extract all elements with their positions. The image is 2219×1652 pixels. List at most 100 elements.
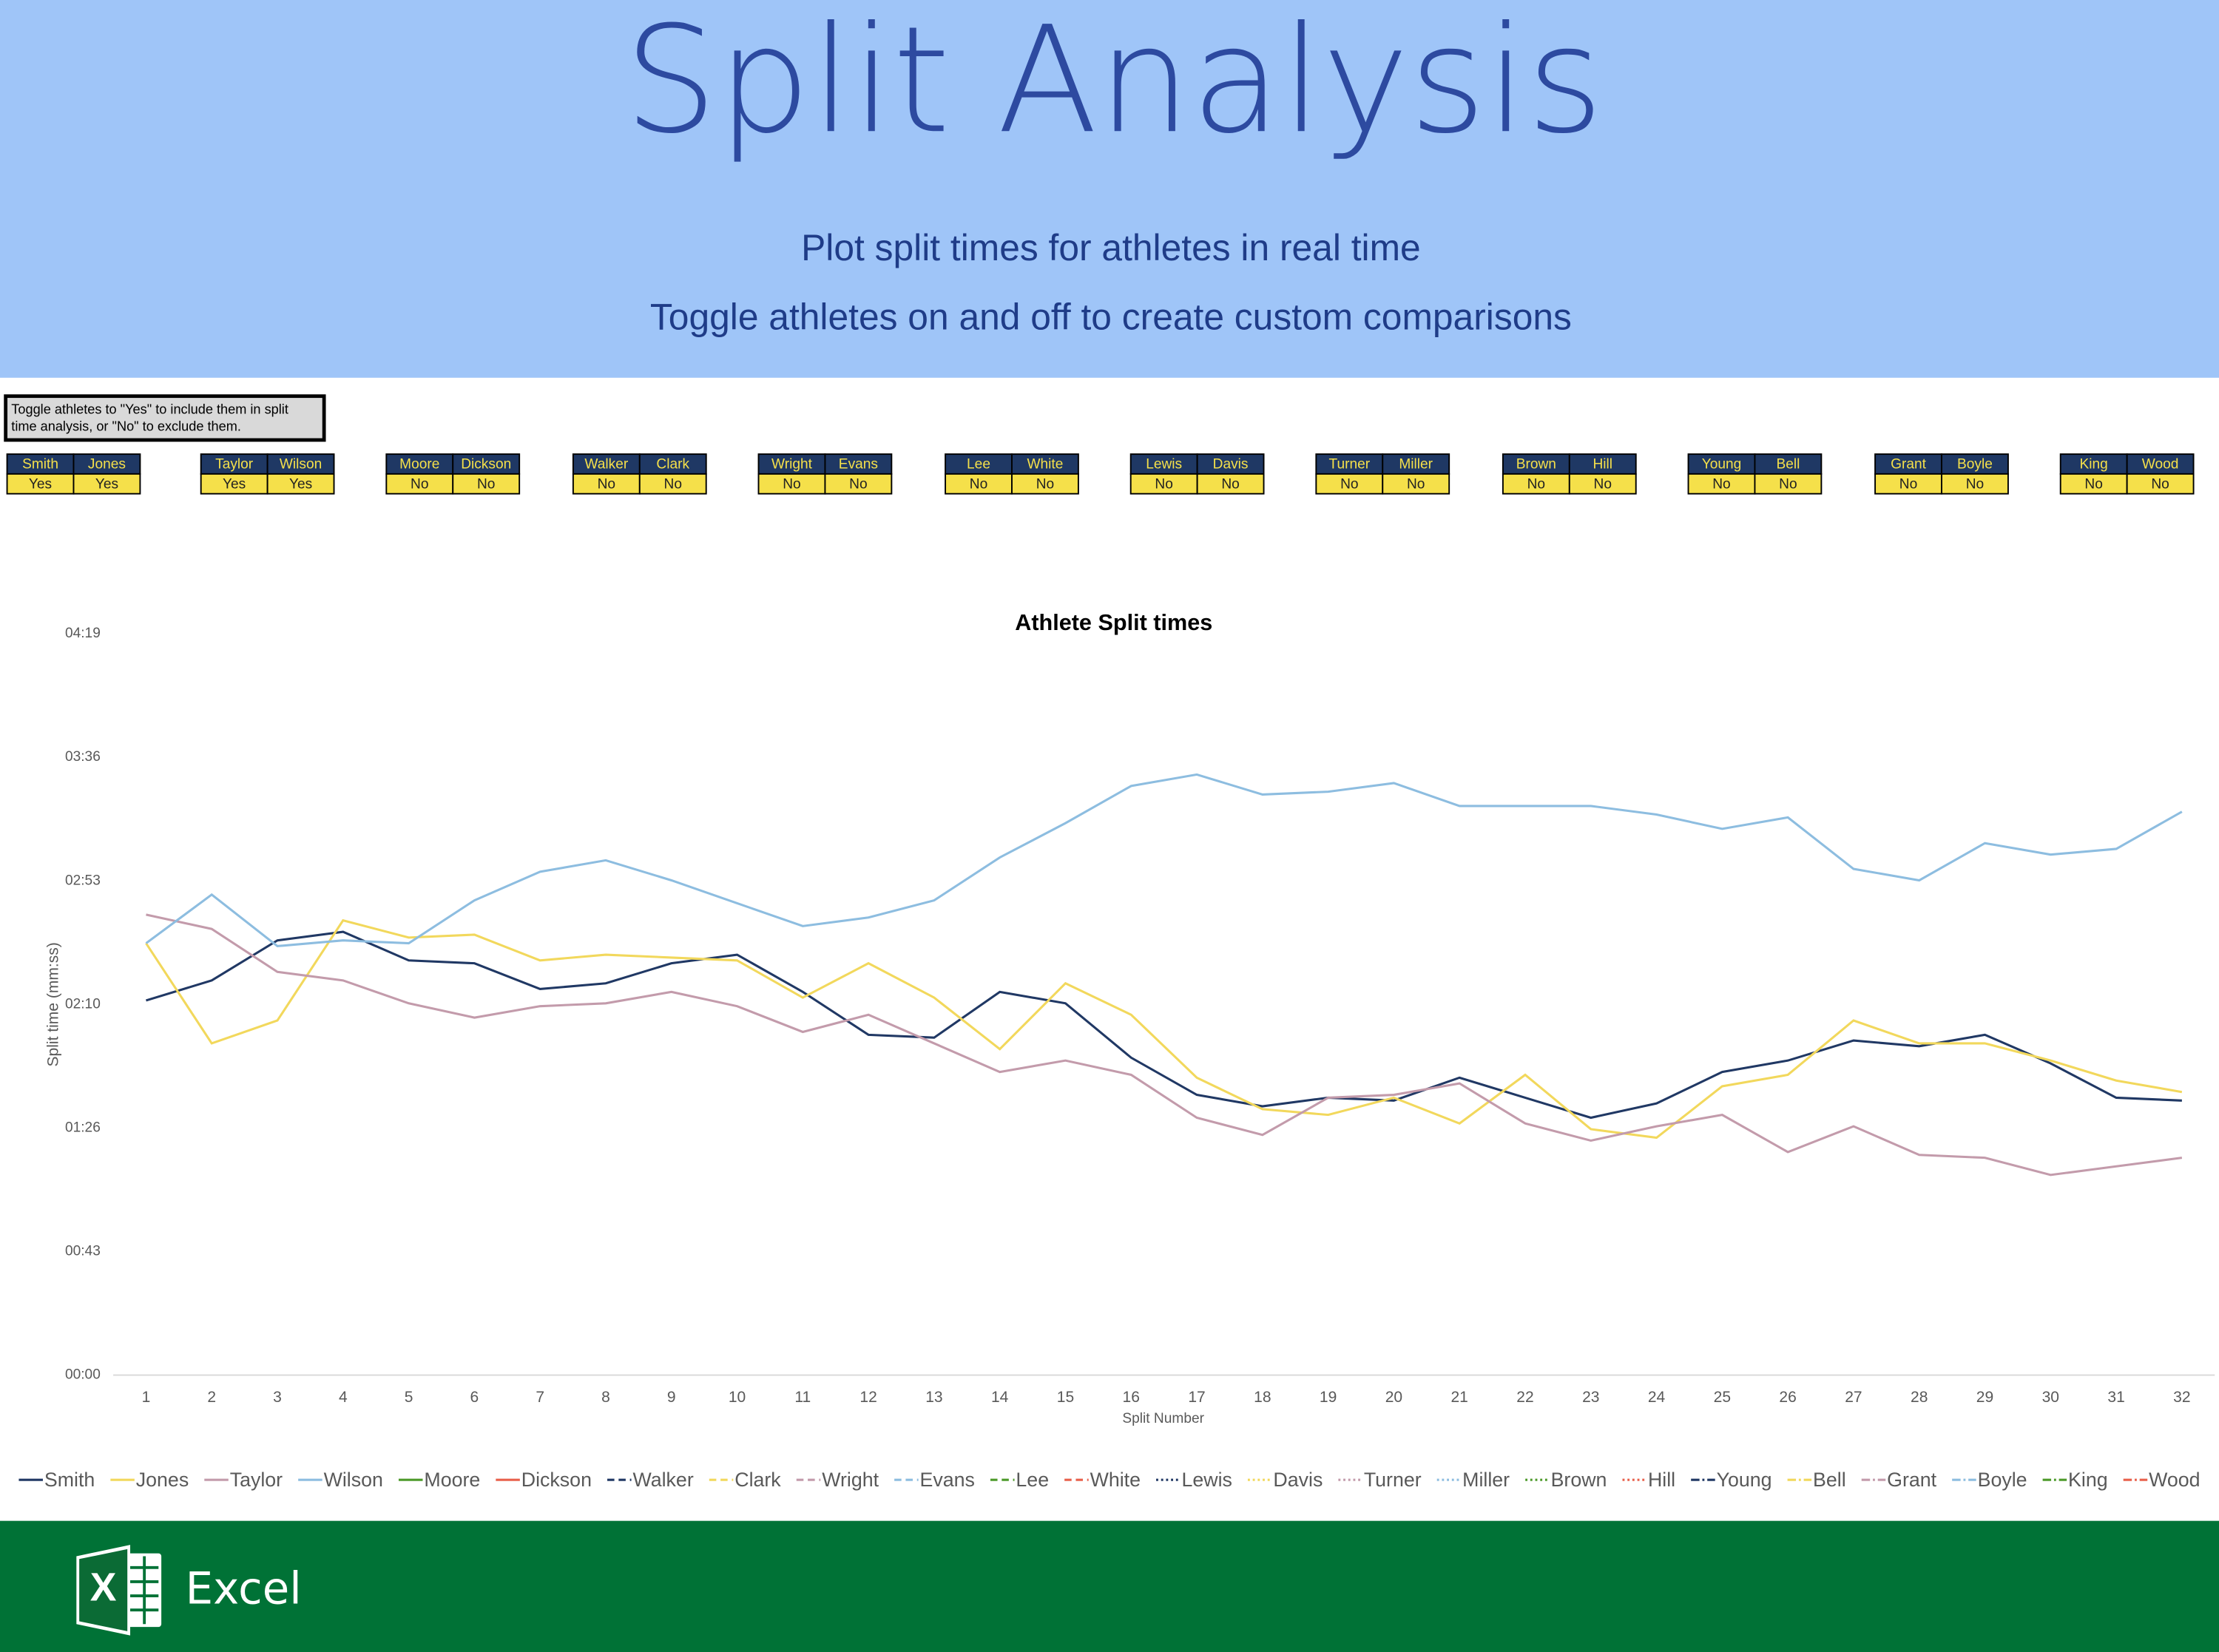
toggle-cell[interactable]: [1941, 473, 2009, 495]
legend-label: Moore: [424, 1469, 480, 1491]
x-tick-label: 18: [1254, 1389, 1271, 1406]
x-tick-label: 11: [794, 1389, 811, 1406]
x-tick-label: 1: [142, 1389, 151, 1406]
toggle-cell[interactable]: [6, 473, 75, 495]
toggle-value[interactable]: No: [783, 476, 800, 492]
legend-label: Wood: [2149, 1469, 2200, 1491]
footer-band: [0, 1520, 2219, 1652]
toggle-cell[interactable]: [1315, 473, 1384, 495]
legend-label: Young: [1717, 1469, 1772, 1491]
toggle-cell[interactable]: [757, 473, 826, 495]
legend-label: Boyle: [1978, 1469, 2027, 1491]
toggle-cell[interactable]: [385, 473, 454, 495]
toggle-cell[interactable]: [1382, 473, 1450, 495]
toggle-name: Dickson: [461, 457, 511, 473]
x-tick-label: 8: [601, 1389, 610, 1406]
toggle-value[interactable]: No: [598, 476, 615, 492]
toggle-name: Wood: [2142, 457, 2179, 473]
x-tick-label: 7: [536, 1389, 544, 1406]
toggle-value[interactable]: No: [477, 476, 495, 492]
toggle-cell[interactable]: [1129, 473, 1198, 495]
toggle-name: Moore: [399, 457, 439, 473]
instruction-box: [4, 394, 326, 442]
toggle-cell[interactable]: [1568, 473, 1637, 495]
x-tick-label: 24: [1648, 1389, 1666, 1406]
toggle-value[interactable]: No: [2151, 476, 2169, 492]
toggle-name: Wilson: [280, 457, 322, 473]
toggle-value[interactable]: No: [1779, 476, 1797, 492]
toggle-cell[interactable]: [452, 473, 521, 495]
toggle-value[interactable]: No: [664, 476, 682, 492]
legend-label: White: [1090, 1469, 1141, 1491]
legend-label: Taylor: [230, 1469, 283, 1491]
toggle-cell[interactable]: [266, 473, 335, 495]
toggle-cell[interactable]: [824, 473, 893, 495]
toggle-header-cell: [385, 453, 454, 475]
toggle-value[interactable]: No: [1527, 476, 1545, 492]
y-tick-label: 00:00: [65, 1367, 101, 1383]
toggle-value[interactable]: Yes: [95, 476, 118, 492]
toggle-header-cell: [757, 453, 826, 475]
x-tick-label: 4: [339, 1389, 348, 1406]
toggle-value[interactable]: Yes: [223, 476, 246, 492]
toggle-value[interactable]: No: [1712, 476, 1730, 492]
legend-label: Lee: [1016, 1469, 1049, 1491]
legend-label: Dickson: [521, 1469, 592, 1491]
toggle-cell[interactable]: [945, 473, 1013, 495]
x-tick-label: 3: [273, 1389, 282, 1406]
toggle-value[interactable]: No: [1221, 476, 1239, 492]
toggle-cell[interactable]: [638, 473, 707, 495]
toggle-header-cell: [2059, 453, 2128, 475]
x-axis-title: Split Number: [1122, 1411, 1204, 1426]
toggle-value[interactable]: No: [849, 476, 867, 492]
header-band: [0, 0, 2219, 378]
subtitle: Plot split times for athletes in real ti…: [801, 227, 1421, 268]
toggle-cell[interactable]: [1502, 473, 1570, 495]
toggle-value[interactable]: No: [1155, 476, 1172, 492]
toggle-cell[interactable]: [200, 473, 268, 495]
toggle-name: Young: [1702, 457, 1742, 473]
y-tick-label: 01:26: [65, 1120, 101, 1135]
x-tick-label: 31: [2107, 1389, 2124, 1406]
x-tick-label: 29: [1976, 1389, 1993, 1406]
x-tick-label: 14: [991, 1389, 1009, 1406]
toggle-name: Smith: [22, 457, 58, 473]
toggle-value[interactable]: No: [411, 476, 428, 492]
series-line: [145, 918, 2183, 1140]
toggle-cell[interactable]: [72, 473, 141, 495]
toggle-cell[interactable]: [2126, 473, 2195, 495]
x-tick-label: 28: [1911, 1389, 1928, 1406]
x-tick-label: 13: [925, 1389, 942, 1406]
svg-text:X: X: [90, 1566, 117, 1610]
toggle-cell[interactable]: [1196, 473, 1265, 495]
toggle-name: King: [2080, 457, 2108, 473]
toggle-value[interactable]: Yes: [289, 476, 312, 492]
chart-title: Athlete Split times: [1015, 610, 1212, 635]
x-tick-label: 2: [207, 1389, 216, 1406]
toggle-header-cell: [1502, 453, 1570, 475]
legend-label: Wright: [822, 1469, 879, 1491]
x-tick-label: 15: [1057, 1389, 1074, 1406]
toggle-value[interactable]: No: [1899, 476, 1917, 492]
legend-label: Smith: [44, 1469, 95, 1491]
toggle-value[interactable]: No: [970, 476, 987, 492]
legend-label: Bell: [1813, 1469, 1846, 1491]
x-tick-label: 26: [1779, 1389, 1796, 1406]
toggle-value[interactable]: No: [1340, 476, 1358, 492]
toggle-name: Clark: [656, 457, 689, 473]
toggle-value[interactable]: No: [1407, 476, 1425, 492]
toggle-cell[interactable]: [1011, 473, 1079, 495]
toggle-cell[interactable]: [2059, 473, 2128, 495]
legend-label: Miller: [1462, 1469, 1510, 1491]
toggle-value[interactable]: No: [1036, 476, 1054, 492]
x-tick-label: 12: [859, 1389, 877, 1406]
toggle-cell[interactable]: [1754, 473, 1823, 495]
toggle-name: Turner: [1328, 457, 1370, 473]
legend-label: Evans: [920, 1469, 975, 1491]
toggle-value[interactable]: Yes: [29, 476, 52, 492]
y-tick-label: 02:53: [65, 873, 101, 888]
toggle-value[interactable]: No: [2084, 476, 2102, 492]
toggle-value[interactable]: No: [1966, 476, 1984, 492]
toggle-value[interactable]: No: [1594, 476, 1612, 492]
